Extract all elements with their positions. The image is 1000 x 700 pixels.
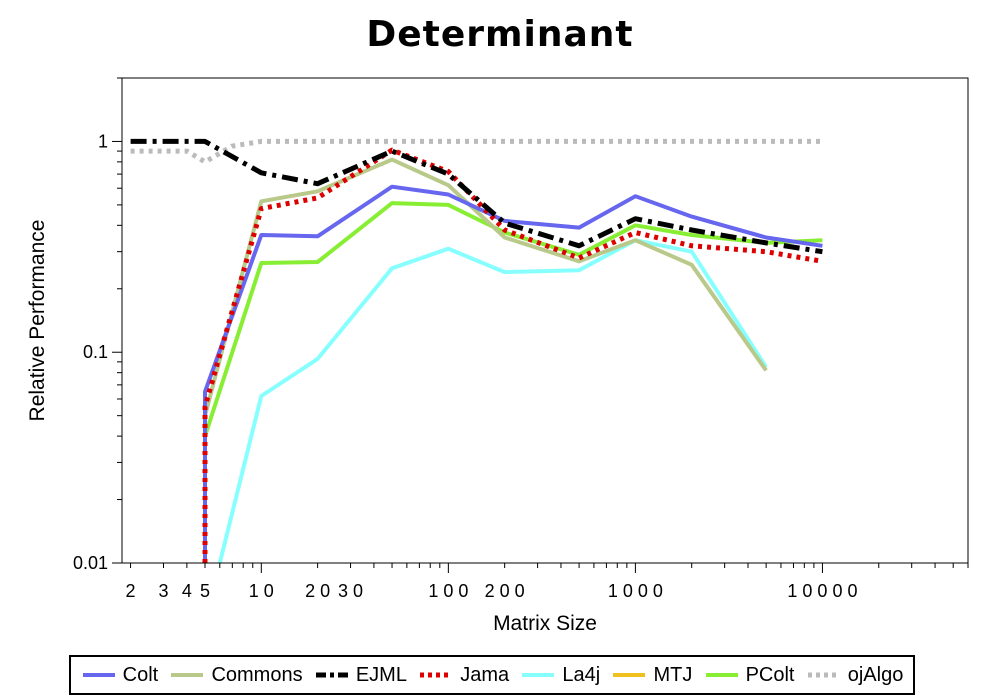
x-tick-label: 2 0 <box>305 581 330 601</box>
x-tick-label: 1 0 <box>249 581 274 601</box>
chart-title: Determinant <box>366 14 634 55</box>
legend-item-la4j: La4j <box>520 664 600 687</box>
x-tick-label: 2 0 0 <box>485 581 525 601</box>
legend-swatch-commons <box>171 673 204 677</box>
x-tick-label: 1 0 0 0 <box>608 581 663 601</box>
x-tick-label: 4 <box>182 581 192 601</box>
legend-item-colt: Colt <box>81 663 159 687</box>
y-axis-title: Relative Performance <box>26 220 49 422</box>
series-line-la4j <box>217 238 768 564</box>
plot-frame <box>121 77 969 564</box>
x-axis-title: Matrix Size <box>493 612 597 635</box>
series-line-ejml <box>130 138 823 255</box>
legend-swatch-ojalgo <box>807 672 840 678</box>
axis-layer: 0.01 0.1 1 2 3 4 5 1 0 2 0 3 0 1 0 0 2 0 0 1 0 0 0 1 … <box>73 77 969 601</box>
legend-label-commons: Commons <box>211 663 303 686</box>
x-tick-label: 3 <box>158 581 168 601</box>
y-tick-label: 1 <box>98 131 108 151</box>
legend-label-ejml: EJML <box>355 663 407 686</box>
legend-item-ojalgo: ojAlgo <box>806 663 904 687</box>
x-tick-label: 1 0 0 <box>428 581 468 601</box>
series-line-ojalgo <box>130 138 823 165</box>
legend-item-ejml: EJML <box>314 664 407 687</box>
legend-swatch-pcolt <box>705 673 738 677</box>
legend-swatch-ejml <box>315 672 348 678</box>
series-line-pcolt <box>203 201 823 563</box>
series-line-colt <box>203 184 823 563</box>
legend-label-pcolt: PColt <box>745 663 795 686</box>
y-tick-label: 0.01 <box>73 553 108 573</box>
x-tick-label: 2 <box>126 581 136 601</box>
y-tick-label: 0.1 <box>83 342 108 362</box>
legend-swatch-la4j <box>522 673 555 677</box>
series-layer <box>130 138 823 564</box>
x-tick-label: 3 0 <box>338 581 363 601</box>
legend-item-commons: Commons <box>169 663 303 687</box>
legend-swatch-mtj <box>613 673 646 677</box>
legend-swatch-jama <box>420 672 453 678</box>
legend-label-ojalgo: ojAlgo <box>847 663 904 686</box>
legend-item-pcolt: PColt <box>704 663 795 687</box>
legend-item-jama: Jama <box>418 664 509 687</box>
legend-swatch-colt <box>82 673 115 677</box>
legend-label-colt: Colt <box>122 663 159 686</box>
chart-svg: 0.01 0.1 1 2 3 4 5 1 0 2 0 3 0 1 0 0 2 0 0 1 0 0 0 1 … <box>26 77 969 635</box>
legend-label-la4j: La4j <box>562 663 601 686</box>
series-line-commons <box>203 157 768 563</box>
legend-label-jama: Jama <box>460 663 510 686</box>
x-tick-label: 5 <box>200 581 210 601</box>
series-line-jama <box>202 147 823 563</box>
legend-item-mtj: MTJ <box>611 664 692 687</box>
x-tick-label: 1 0 0 0 0 <box>787 581 857 601</box>
legend: Colt Commons EJML Jama La4j MTJ PColt ojAlgo <box>69 655 915 695</box>
legend-label-mtj: MTJ <box>653 663 693 686</box>
